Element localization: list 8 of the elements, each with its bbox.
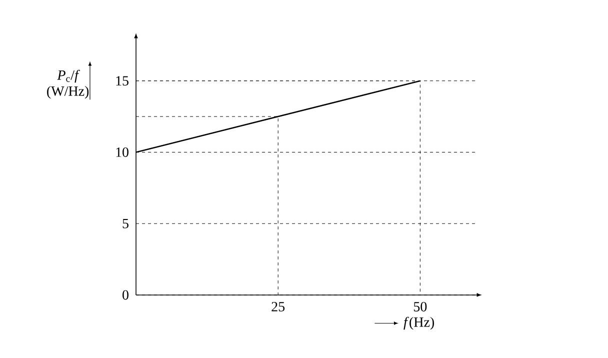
x-axis-title: f(Hz) xyxy=(404,316,434,330)
y-tick-label: 5 xyxy=(122,218,128,228)
y-tick-label: 10 xyxy=(116,147,128,157)
y-tick-label: 15 xyxy=(116,76,128,86)
y-tick-label: 0 xyxy=(122,290,128,300)
x-tick-label: 25 xyxy=(272,302,285,312)
y-axis-title: P$_{c}$/f (W/Hz) xyxy=(47,70,89,99)
x-tick-label: 50 xyxy=(414,302,427,312)
